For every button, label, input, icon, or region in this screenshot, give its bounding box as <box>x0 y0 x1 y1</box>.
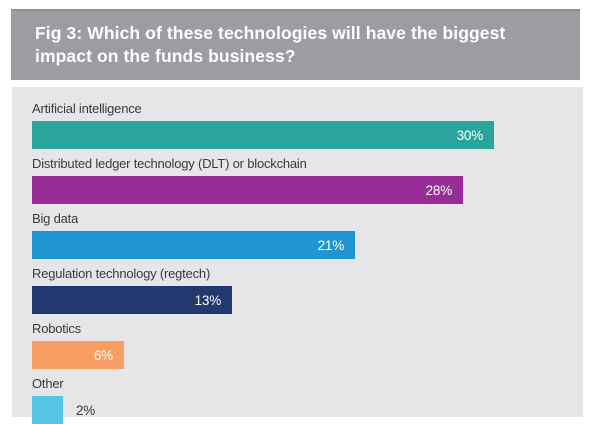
bar-dlt-blockchain: 28% <box>32 176 463 204</box>
bar-track: 6% <box>32 341 583 369</box>
figure-title-banner: Fig 3: Which of these technologies will … <box>11 9 580 80</box>
bar-row-big-data: Big data 21% <box>32 211 583 259</box>
value-label: 28% <box>425 182 453 198</box>
chart-panel: Artificial intelligence 30% Distributed … <box>12 87 583 424</box>
bar-row-dlt-blockchain: Distributed ledger technology (DLT) or b… <box>32 156 583 204</box>
category-label: Big data <box>32 211 79 226</box>
bar-big-data: 21% <box>32 231 355 259</box>
bar-row-regtech: Regulation technology (regtech) 13% <box>32 266 583 314</box>
bar-track: 13% <box>32 286 583 314</box>
value-label: 2% <box>76 402 96 418</box>
bar-other <box>32 396 63 424</box>
bar-track: 2% <box>32 396 583 424</box>
bar-regtech: 13% <box>32 286 232 314</box>
category-label: Artificial intelligence <box>32 101 142 116</box>
category-label: Other <box>32 376 64 391</box>
value-label: 13% <box>194 292 222 308</box>
bar-track: 28% <box>32 176 583 204</box>
category-label: Regulation technology (regtech) <box>32 266 211 281</box>
bar-artificial-intelligence: 30% <box>32 121 494 149</box>
category-label: Robotics <box>32 321 81 336</box>
bar-robotics: 6% <box>32 341 124 369</box>
figure-title: Fig 3: Which of these technologies will … <box>35 23 506 67</box>
value-label: 21% <box>317 237 345 253</box>
bar-row-artificial-intelligence: Artificial intelligence 30% <box>32 101 583 149</box>
bar-track: 30% <box>32 121 583 149</box>
value-label: 6% <box>93 347 113 363</box>
category-label: Distributed ledger technology (DLT) or b… <box>32 156 307 171</box>
bar-row-other: Other 2% <box>32 376 583 424</box>
bar-row-robotics: Robotics 6% <box>32 321 583 369</box>
bar-track: 21% <box>32 231 583 259</box>
value-label: 30% <box>456 127 484 143</box>
